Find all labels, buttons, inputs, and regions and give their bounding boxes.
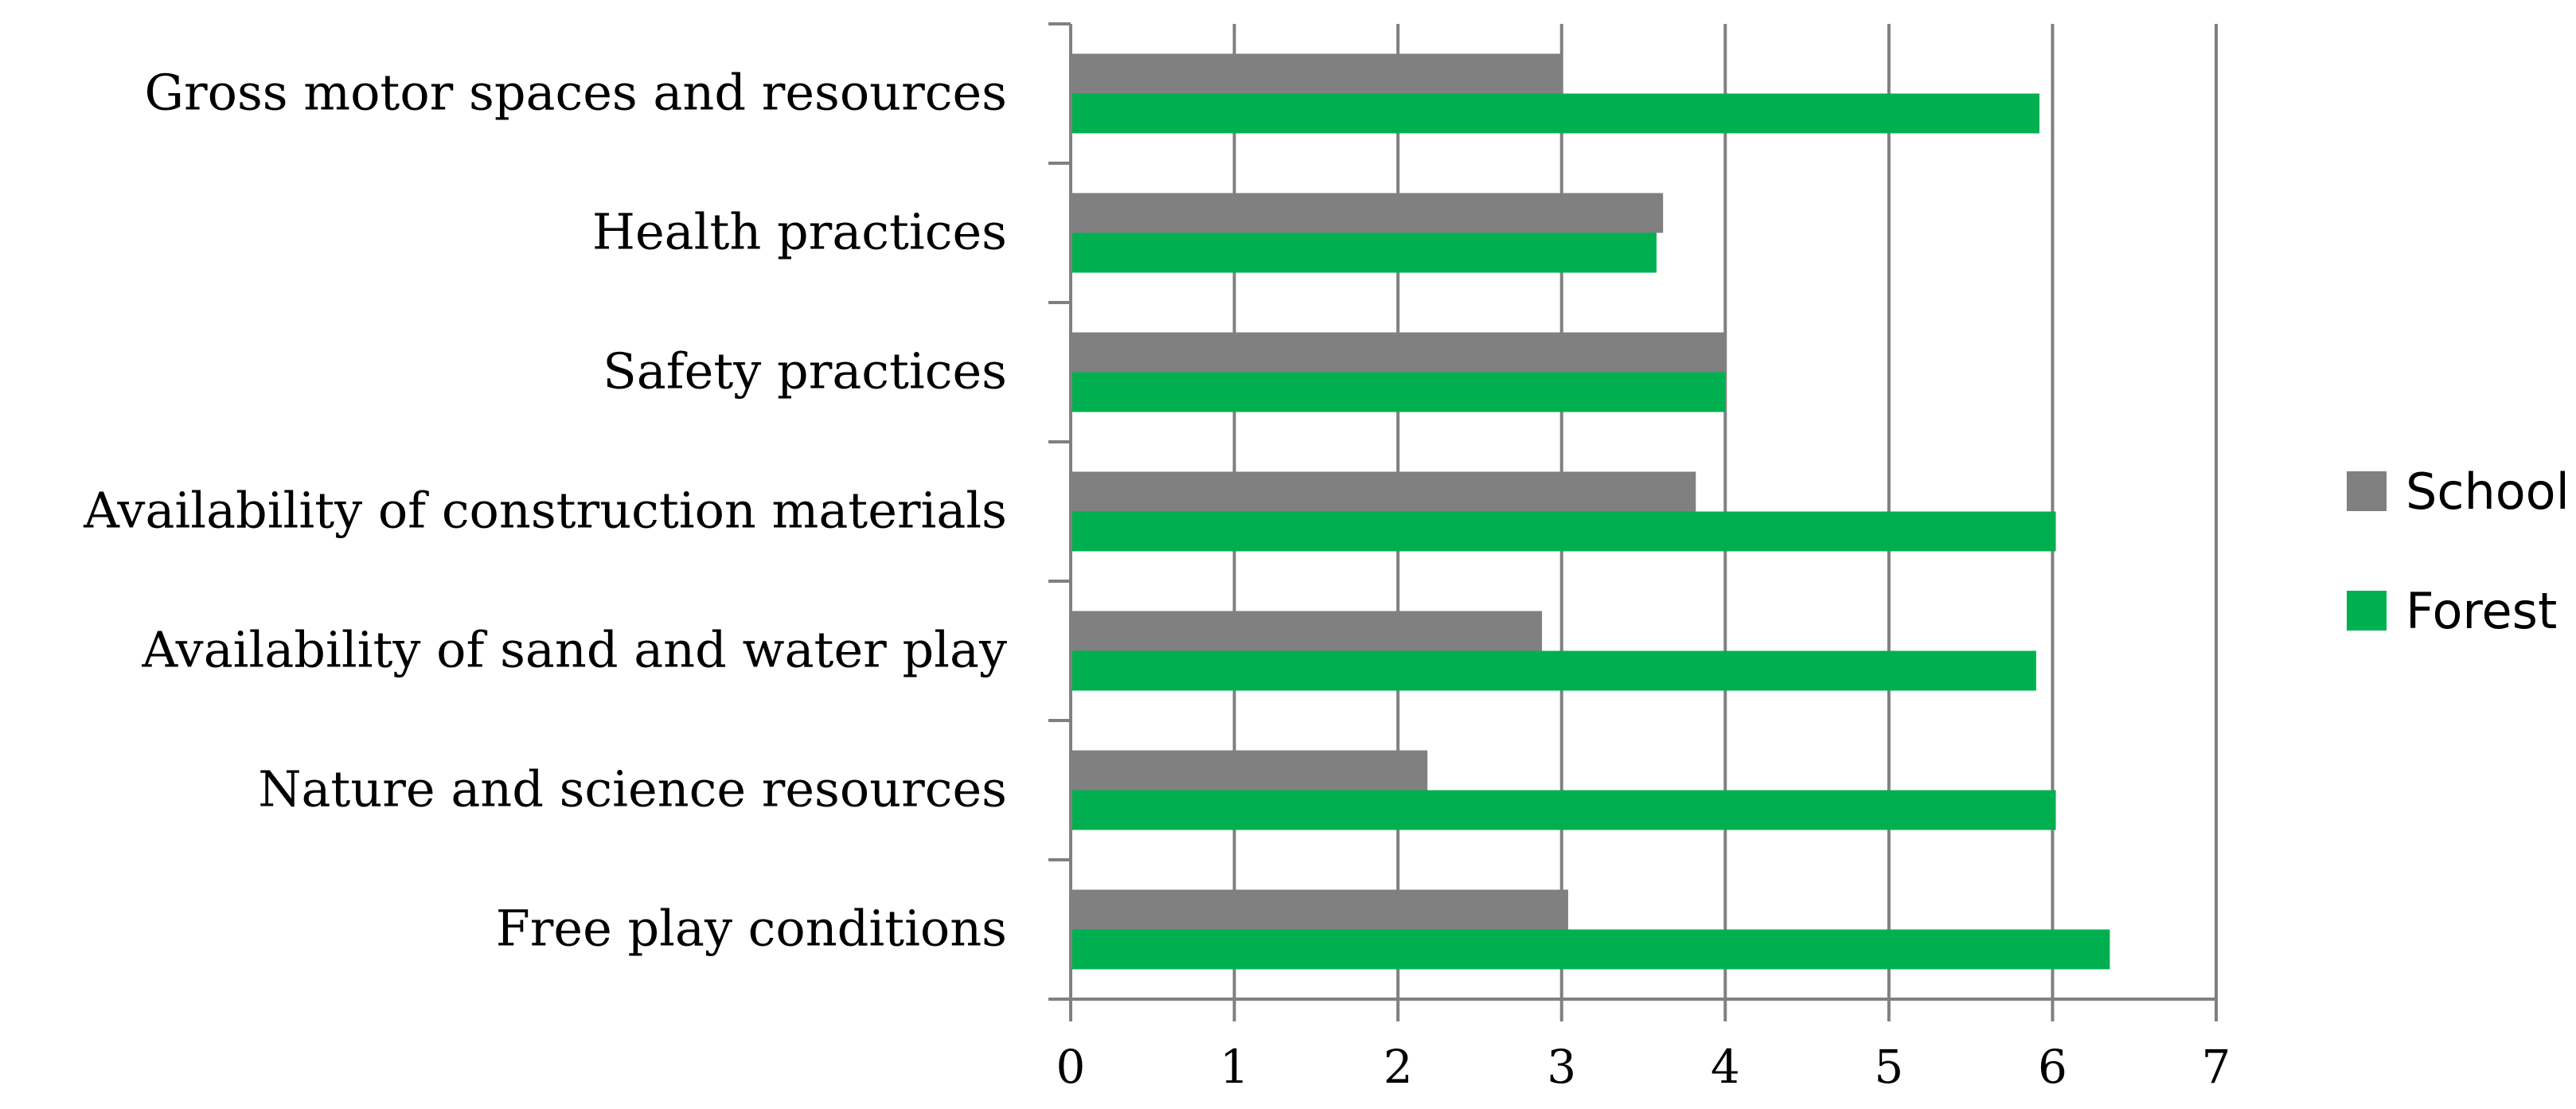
- x-tick-label: 1: [1220, 1040, 1249, 1094]
- x-tick-label: 2: [1384, 1040, 1413, 1094]
- category-label: Safety practices: [603, 342, 1007, 400]
- bar-forest: [1071, 232, 1657, 273]
- bar-forest: [1071, 93, 2039, 134]
- category-label: Free play conditions: [496, 900, 1007, 958]
- legend-label: School: [2406, 463, 2570, 521]
- x-tick-label: 7: [2202, 1040, 2231, 1094]
- x-tick-label: 0: [1056, 1040, 1086, 1094]
- bar-school: [1071, 889, 1568, 930]
- x-tick-label: 5: [1874, 1040, 1903, 1094]
- legend-label: Forest: [2406, 582, 2557, 640]
- x-tick-labels: 0 1 2 3 4 5 6 7: [1056, 1040, 2231, 1094]
- bar-forest: [1071, 790, 2056, 830]
- legend-swatch-school: [2347, 471, 2387, 511]
- bar-school: [1071, 611, 1543, 651]
- bar-forest: [1071, 929, 2110, 970]
- legend: School Forest: [2347, 463, 2570, 640]
- bar-school: [1071, 471, 1696, 512]
- x-tick-label: 4: [1711, 1040, 1740, 1094]
- bar-forest: [1071, 511, 2056, 552]
- bar-forest: [1071, 650, 2036, 691]
- bar-school: [1071, 53, 1562, 94]
- category-label: Gross motor spaces and resources: [144, 64, 1007, 122]
- bar-school: [1071, 193, 1664, 233]
- bar-school: [1071, 332, 1726, 373]
- axes: [1048, 22, 2218, 1021]
- category-labels: Gross motor spaces and resources Health p…: [83, 64, 1007, 958]
- legend-swatch-forest: [2347, 591, 2387, 631]
- category-label: Health practices: [592, 203, 1007, 261]
- bar-school: [1071, 750, 1428, 791]
- x-tick-label: 3: [1547, 1040, 1576, 1094]
- bar-forest: [1071, 372, 1726, 412]
- x-tick-label: 6: [2038, 1040, 2067, 1094]
- category-label: Availability of sand and water play: [141, 621, 1007, 679]
- category-label: Nature and science resources: [258, 760, 1007, 818]
- category-label: Availability of construction materials: [83, 482, 1007, 540]
- bars: [1071, 53, 2110, 970]
